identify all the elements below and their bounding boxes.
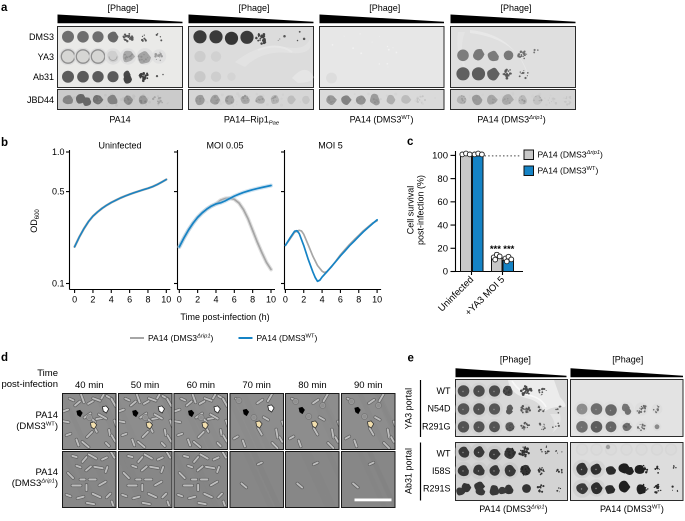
svg-text:post-infection (%): post-infection (%) — [416, 175, 426, 245]
svg-text:***: *** — [503, 244, 514, 255]
svg-text:b: b — [1, 137, 8, 149]
svg-text:0: 0 — [283, 295, 288, 305]
svg-text:Time post-infection (h): Time post-infection (h) — [180, 312, 269, 322]
svg-text:2: 2 — [90, 295, 95, 305]
svg-text:(DMS3WT​): (DMS3WT​) — [16, 421, 58, 432]
svg-text:[Phage]: [Phage] — [500, 355, 531, 365]
svg-text:post-infection: post-infection — [1, 379, 58, 390]
svg-text:DMS3: DMS3 — [29, 32, 54, 42]
svg-text:10: 10 — [372, 295, 382, 305]
svg-text:c: c — [407, 136, 414, 148]
svg-text:JBD44: JBD44 — [27, 95, 54, 105]
svg-text:40: 40 — [437, 220, 448, 231]
svg-text:[Phage]: [Phage] — [612, 355, 643, 365]
svg-text:80: 80 — [437, 174, 448, 185]
svg-text:Ab31 portal: Ab31 portal — [404, 448, 414, 494]
svg-text:6: 6 — [338, 295, 343, 305]
svg-text:R291G: R291G — [422, 422, 451, 432]
svg-text:Cell survival: Cell survival — [406, 186, 416, 235]
svg-text:2: 2 — [301, 295, 306, 305]
svg-text:10: 10 — [161, 295, 171, 305]
svg-text:1.0: 1.0 — [52, 147, 65, 157]
svg-text:8: 8 — [145, 295, 150, 305]
svg-text:PA14 (DMS3WT​): PA14 (DMS3WT​) — [600, 504, 664, 514]
svg-text:Ab31: Ab31 — [33, 72, 54, 82]
svg-text:50 min: 50 min — [131, 380, 160, 391]
svg-text:WT: WT — [437, 386, 451, 396]
svg-text:MOI 0.05: MOI 0.05 — [206, 141, 243, 151]
svg-text:Uninfected: Uninfected — [98, 141, 141, 151]
svg-text:I58S: I58S — [432, 466, 451, 476]
svg-text:PA14: PA14 — [109, 115, 130, 125]
svg-text:PA14–Rip1Pae​: PA14–Rip1Pae​ — [224, 115, 280, 127]
svg-text:e: e — [408, 353, 414, 365]
svg-text:[Phage]: [Phage] — [238, 3, 269, 13]
svg-text:MOI 5: MOI 5 — [318, 141, 343, 151]
svg-text:PA14 (DMS3Δrip1​): PA14 (DMS3Δrip1​) — [148, 333, 214, 343]
svg-text:YA3: YA3 — [38, 52, 54, 62]
svg-text:PA14 (DMS3WT​): PA14 (DMS3WT​) — [257, 333, 318, 343]
svg-text:PA14: PA14 — [35, 467, 58, 478]
svg-text:20: 20 — [437, 243, 448, 254]
svg-text:YA3 portal: YA3 portal — [404, 388, 414, 429]
svg-text:90 min: 90 min — [354, 380, 383, 391]
svg-text:PA14 (DMS3WT​): PA14 (DMS3WT​) — [538, 166, 599, 176]
svg-text:(DMS3Δrip1​): (DMS3Δrip1​) — [12, 478, 58, 489]
svg-text:8: 8 — [250, 295, 255, 305]
svg-text:60: 60 — [437, 197, 448, 208]
svg-text:2: 2 — [195, 295, 200, 305]
svg-text:0.5: 0.5 — [52, 187, 65, 197]
svg-text:100: 100 — [432, 151, 448, 162]
svg-text:[Phage]: [Phage] — [107, 3, 138, 13]
svg-text:0: 0 — [72, 295, 77, 305]
svg-text:R291S: R291S — [423, 483, 451, 493]
svg-text:d: d — [1, 352, 8, 364]
svg-text:a: a — [1, 2, 8, 14]
svg-text:40 min: 40 min — [75, 380, 104, 391]
svg-text:[Phage]: [Phage] — [500, 3, 531, 13]
svg-text:6: 6 — [232, 295, 237, 305]
svg-text:PA14 (DMS3Δrip1​): PA14 (DMS3Δrip1​) — [479, 504, 547, 514]
svg-text:0.1: 0.1 — [52, 279, 65, 289]
svg-text:80 min: 80 min — [298, 380, 327, 391]
svg-text:PA14 (DMS3WT​): PA14 (DMS3WT​) — [350, 115, 414, 125]
svg-text:8: 8 — [356, 295, 361, 305]
svg-text:N54D: N54D — [427, 404, 451, 414]
svg-text:Time: Time — [37, 368, 58, 379]
svg-text:PA14 (DMS3Δrip1​): PA14 (DMS3Δrip1​) — [538, 150, 604, 160]
svg-text:***: *** — [490, 244, 501, 255]
svg-text:10: 10 — [266, 295, 276, 305]
svg-text:4: 4 — [320, 295, 325, 305]
svg-text:0: 0 — [177, 295, 182, 305]
svg-text:60 min: 60 min — [187, 380, 216, 391]
svg-text:4: 4 — [213, 295, 218, 305]
svg-text:PA14: PA14 — [35, 410, 58, 421]
svg-text:[Phage]: [Phage] — [369, 3, 400, 13]
svg-text:6: 6 — [127, 295, 132, 305]
svg-text:4: 4 — [109, 295, 114, 305]
svg-text:0: 0 — [443, 267, 448, 278]
svg-text:WT: WT — [437, 449, 451, 459]
svg-text:PA14 (DMS3Δrip1​): PA14 (DMS3Δrip1​) — [477, 115, 545, 125]
svg-text:70 min: 70 min — [242, 380, 271, 391]
svg-text:OD600​: OD600​ — [29, 209, 41, 233]
